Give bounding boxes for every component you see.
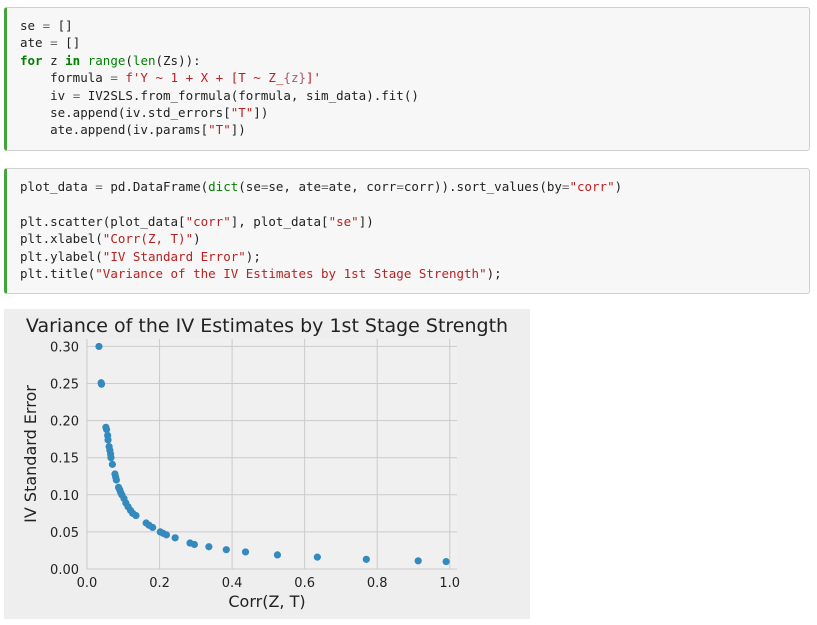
scatter-point (162, 531, 171, 539)
scatter-point (104, 436, 112, 444)
scatter-point (414, 557, 422, 565)
code-token: = (42, 18, 51, 33)
code-token: plt.title( (20, 266, 96, 282)
code-token: "se" (328, 213, 359, 229)
code-token: [] (50, 18, 73, 33)
code-token: plt.xlabel( (20, 231, 103, 247)
code-token: plt.scatter(plot_data[ (20, 213, 186, 229)
y-tick-label: 0.25 (50, 378, 79, 393)
scatter-point (107, 454, 115, 462)
code-token: ) (193, 231, 201, 247)
code-token: pd.DataFrame( (102, 179, 209, 194)
scatter-point (102, 425, 111, 434)
scatter-point (190, 540, 198, 549)
code-token: (Zs)): (155, 52, 201, 68)
scatter-point (108, 460, 116, 468)
scatter-point (241, 548, 250, 556)
code-token: "corr" (569, 179, 615, 194)
code-token: = (561, 179, 570, 194)
code-token: "Corr(Z, T)" (102, 231, 194, 247)
scatter-chart: 0.0 0.2 0.4 0.6 0.8 1.0 0.00 0.05 0.10 0.15 0.20 0.… (21, 315, 508, 611)
code-token: formula (20, 70, 111, 86)
code-token: iv (20, 87, 73, 103)
code-token: {z} (283, 70, 306, 86)
code-token: = (72, 87, 81, 103)
scatter-point (171, 534, 179, 542)
x-tick-label: 0.0 (77, 576, 98, 591)
y-tick-label: 0.15 (50, 452, 79, 467)
code-token: plt.ylabel( (20, 248, 103, 264)
code-token: ]) (358, 213, 374, 229)
code-token: corr)).sort_values(by (403, 179, 562, 194)
scatter-point (313, 553, 321, 561)
x-tick-label: 0.4 (222, 576, 243, 591)
x-axis-label: Corr(Z, T) (228, 592, 305, 611)
code-cell-1[interactable]: se = [] ate = [] for z in range(len(Zs))… (4, 7, 810, 151)
code-token: "T" (208, 122, 231, 138)
scatter-point (112, 476, 120, 484)
code-token (80, 53, 88, 68)
code-token: plot_data (20, 179, 96, 194)
x-tick-label: 0.2 (149, 576, 170, 591)
x-tick-label: 0.8 (367, 576, 388, 591)
code-token: se (20, 18, 43, 33)
code-token: "T" (230, 105, 254, 121)
scatter-point (205, 543, 213, 551)
code-token: se.append(iv.std_errors[ (20, 105, 231, 121)
code-token: ]' (306, 70, 322, 86)
code-token: ); (486, 266, 502, 282)
code-editor-2[interactable]: plot_data = pd.DataFrame(dict(se=se, ate… (7, 169, 809, 282)
plot-area (87, 339, 457, 569)
scatter-point (362, 555, 370, 563)
code-cell-2[interactable]: plot_data = pd.DataFrame(dict(se=se, ate… (4, 168, 810, 294)
code-token: for (20, 52, 43, 68)
chart-title: Variance of the IV Estimates by 1st Stag… (26, 315, 508, 337)
code-token: z (42, 52, 66, 68)
x-tick-label: 0.6 (294, 576, 315, 591)
scatter-point (95, 342, 103, 351)
code-token: "Variance of the IV Estimates by 1st Sta… (95, 266, 487, 282)
code-token: range (87, 52, 126, 68)
scatter-point (97, 380, 106, 388)
code-token: = (260, 179, 269, 194)
x-tick-label: 1.0 (439, 576, 460, 591)
cell-output: 0.0 0.2 0.4 0.6 0.8 1.0 0.00 0.05 0.10 0.15 0.20 0.… (4, 309, 530, 619)
code-token: ( (125, 52, 133, 68)
code-token: = (321, 179, 329, 194)
code-token: f'Y ~ 1 + X + [T ~ Z_ (125, 70, 284, 86)
scatter-point (222, 546, 230, 554)
scatter-point (132, 511, 140, 520)
code-token: IV2SLS.from_formula(formula, sim_data).f… (80, 87, 419, 103)
code-editor-1[interactable]: se = [] ate = [] for z in range(len(Zs))… (7, 8, 809, 139)
code-token: = (110, 70, 118, 86)
code-token: [] (57, 35, 81, 51)
code-token: ate, corr (328, 179, 397, 194)
code-token: = (50, 35, 58, 51)
code-token: dict (208, 179, 239, 194)
y-tick-label: 0.00 (50, 563, 79, 578)
y-tick-label: 0.05 (50, 526, 79, 541)
y-tick-label: 0.10 (50, 489, 79, 504)
code-token: "corr" (185, 213, 231, 229)
code-token: ) (614, 179, 623, 194)
y-tick-label: 0.20 (50, 415, 79, 430)
scatter-point (149, 523, 157, 532)
code-token: = (396, 179, 404, 194)
code-token: ); (245, 248, 261, 264)
code-token: = (95, 179, 103, 194)
code-token: ]) (230, 122, 246, 138)
code-token: in (65, 52, 81, 68)
code-token: se, ate (268, 179, 322, 194)
code-token: ate (20, 35, 51, 51)
code-token: ]) (253, 105, 269, 121)
code-token: ate.append(iv.params[ (20, 122, 209, 138)
code-token: (se (238, 179, 261, 194)
y-axis-label: IV Standard Error (21, 385, 40, 523)
scatter-point (442, 557, 450, 566)
code-token: ], plot_data[ (230, 213, 329, 229)
scatter-point (273, 551, 282, 559)
y-tick-label: 0.30 (50, 340, 79, 355)
code-token: len (132, 52, 156, 68)
code-token: "IV Standard Error" (102, 248, 246, 264)
